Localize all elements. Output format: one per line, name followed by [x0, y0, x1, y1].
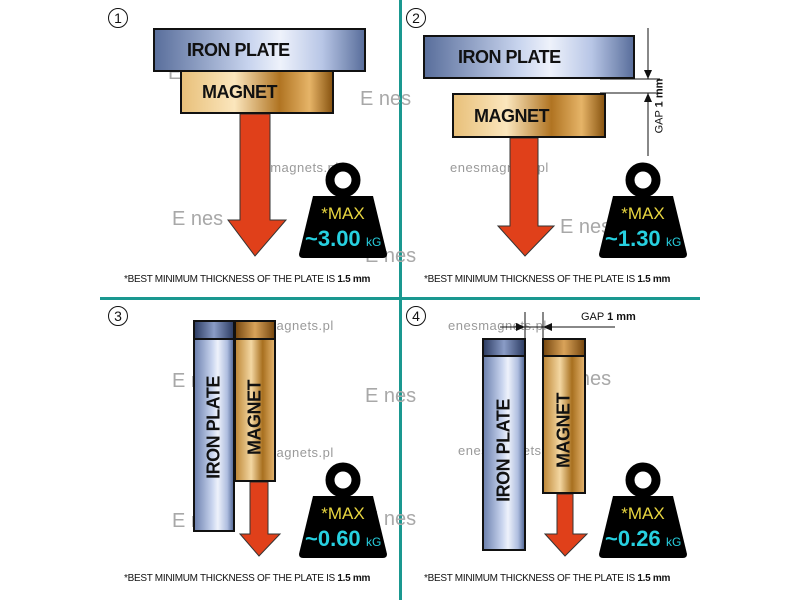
thickness-note: *BEST MINIMUM THICKNESS OF THE PLATE IS …: [424, 573, 670, 584]
unit-label: kG: [666, 235, 681, 249]
max-label: *MAX: [621, 204, 664, 223]
max-value: ~3.00: [305, 226, 361, 251]
magnet-label: MAGNET: [474, 106, 550, 126]
gap-label: GAP 1 mm: [581, 311, 636, 323]
weight-icon: *MAX ~3.00 kG: [299, 162, 387, 258]
step-number: 4: [406, 306, 426, 326]
step-number: 3: [108, 306, 128, 326]
gap-dimension-icon: [500, 312, 615, 340]
enes-logo-watermark: E nes: [172, 208, 224, 230]
thickness-note: *BEST MINIMUM THICKNESS OF THE PLATE IS …: [124, 573, 370, 584]
max-value: ~0.26: [605, 526, 661, 551]
pull-arrow-icon: [496, 138, 556, 257]
magnet-label: MAGNET: [202, 82, 278, 102]
unit-label: kG: [366, 235, 381, 249]
enes-logo-watermark: E nes: [360, 88, 412, 110]
gap-value: 1 mm: [607, 311, 636, 323]
magnet-label: MAGNET: [244, 380, 265, 455]
gap-label: GAP 1 mm: [653, 79, 665, 134]
iron-plate-block: IRON PLATE: [153, 28, 366, 72]
horizontal-divider: [100, 297, 700, 300]
enes-logo-watermark: E nes: [365, 385, 417, 407]
weight-icon: *MAX ~1.30 kG: [599, 162, 687, 258]
pull-arrow-icon: [227, 114, 288, 257]
note-text: *BEST MINIMUM THICKNESS OF THE PLATE IS: [424, 274, 638, 285]
gap-value: 1 mm: [653, 78, 666, 108]
iron-plate-block: IRON PLATE: [193, 320, 235, 532]
iron-plate-block: IRON PLATE: [423, 35, 635, 79]
max-value: ~1.30: [605, 226, 661, 251]
magnet-block: MAGNET: [234, 320, 276, 482]
pull-arrow-icon: [238, 482, 282, 557]
thickness-note: *BEST MINIMUM THICKNESS OF THE PLATE IS …: [124, 274, 370, 285]
step-number: 1: [108, 8, 128, 28]
max-value: ~0.60: [305, 526, 361, 551]
iron-plate-label: IRON PLATE: [458, 47, 561, 67]
iron-plate-label: IRON PLATE: [203, 376, 224, 479]
max-label: *MAX: [321, 204, 364, 223]
magnet-label: MAGNET: [553, 393, 574, 468]
weight-icon: *MAX ~0.26 kG: [599, 462, 687, 558]
magnet-block: MAGNET: [542, 338, 586, 494]
gap-dimension-icon: [600, 28, 660, 156]
magnet-block: MAGNET: [452, 93, 606, 138]
gap-text: GAP: [653, 110, 666, 134]
site-watermark: enesmagnets.pl: [448, 318, 547, 333]
note-text: *BEST MINIMUM THICKNESS OF THE PLATE IS: [124, 274, 338, 285]
note-thickness: 1.5 mm: [637, 573, 671, 584]
unit-label: kG: [366, 535, 381, 549]
max-label: *MAX: [321, 504, 364, 523]
weight-icon: *MAX ~0.60 kG: [299, 462, 387, 558]
vertical-divider: [399, 0, 402, 600]
gap-text: GAP: [581, 311, 605, 323]
max-label: *MAX: [621, 504, 664, 523]
unit-label: kG: [666, 535, 681, 549]
enes-logo-watermark: E nes: [560, 216, 612, 238]
iron-plate-label: IRON PLATE: [493, 399, 514, 502]
step-number: 2: [406, 8, 426, 28]
note-text: *BEST MINIMUM THICKNESS OF THE PLATE IS: [124, 573, 338, 584]
note-thickness: 1.5 mm: [337, 274, 371, 285]
note-thickness: 1.5 mm: [337, 573, 371, 584]
note-thickness: 1.5 mm: [637, 274, 671, 285]
thickness-note: *BEST MINIMUM THICKNESS OF THE PLATE IS …: [424, 274, 670, 285]
magnet-block: MAGNET: [180, 69, 334, 114]
iron-plate-label: IRON PLATE: [187, 40, 290, 60]
iron-plate-block: IRON PLATE: [482, 338, 526, 551]
pull-arrow-icon: [543, 494, 589, 557]
note-text: *BEST MINIMUM THICKNESS OF THE PLATE IS: [424, 573, 638, 584]
